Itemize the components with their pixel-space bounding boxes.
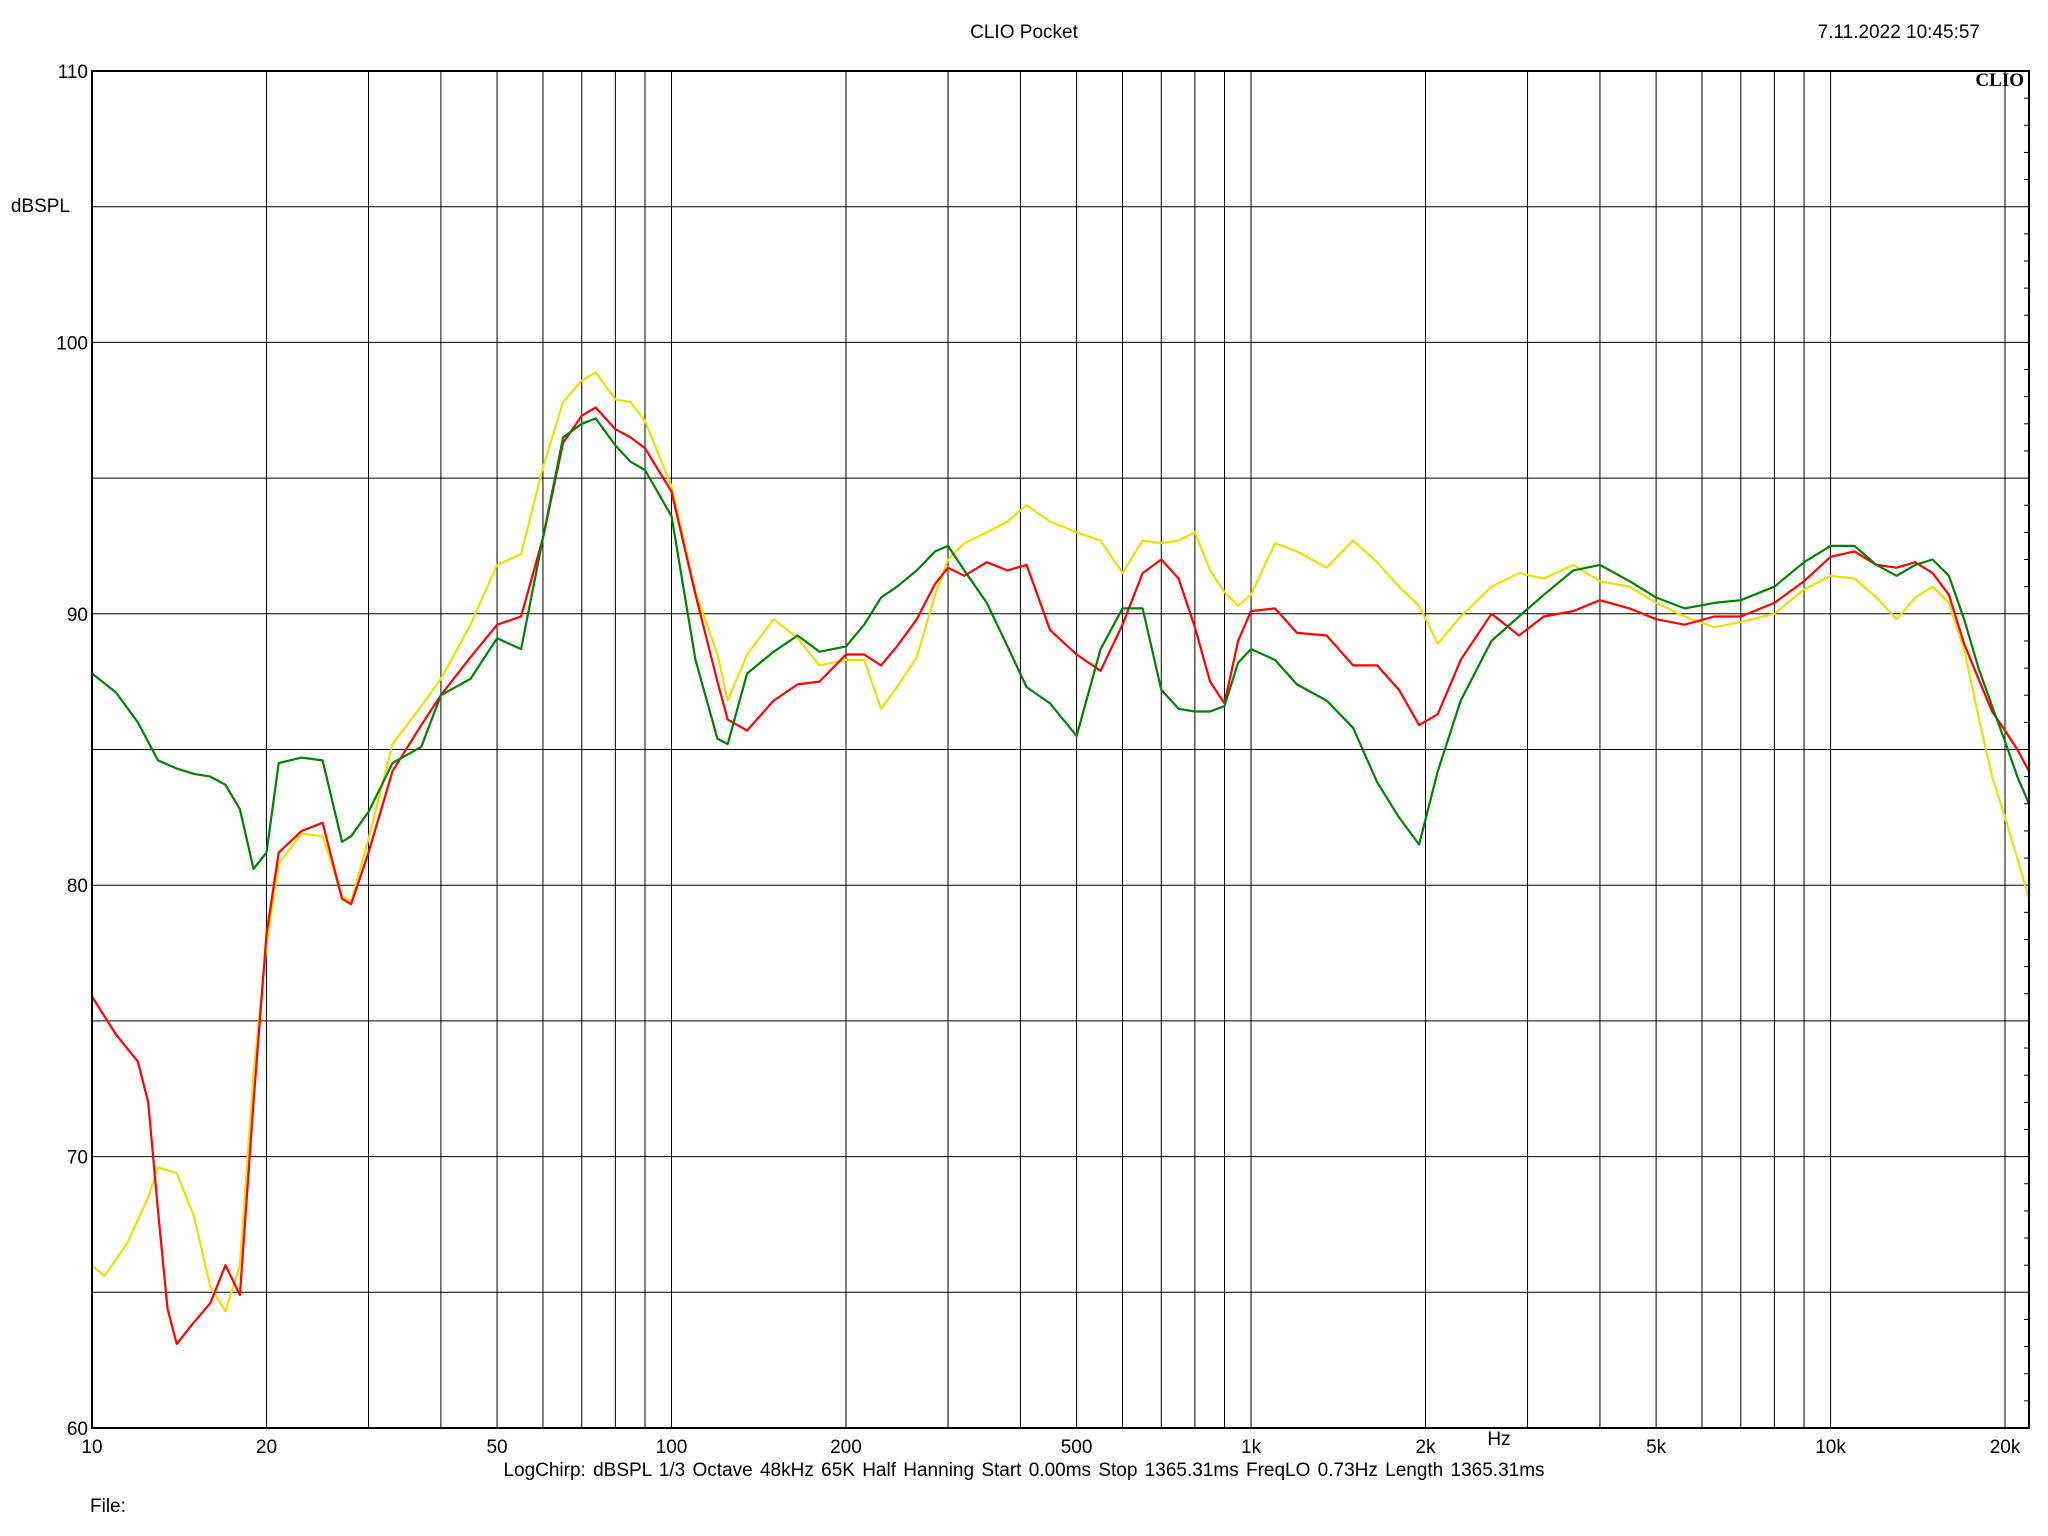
chart-title: CLIO Pocket xyxy=(970,22,1078,43)
y-axis-tick-labels: 60 70 80 90 100 110 xyxy=(56,62,88,1440)
y-tick-label: 70 xyxy=(67,1148,88,1169)
x-axis-label: Hz xyxy=(1487,1429,1510,1450)
x-tick-label: 100 xyxy=(656,1437,688,1458)
x-tick-label: 500 xyxy=(1061,1437,1093,1458)
x-tick-label: 2k xyxy=(1415,1437,1436,1458)
x-tick-label: 200 xyxy=(830,1437,862,1458)
y-tick-label: 90 xyxy=(67,605,88,626)
x-tick-label: 20 xyxy=(256,1437,277,1458)
y-axis-label: dBSPL xyxy=(11,196,70,217)
plot-frame xyxy=(91,70,2030,1429)
grid-lines xyxy=(91,70,2029,1429)
x-tick-label: 5k xyxy=(1646,1437,1667,1458)
series-layer xyxy=(92,371,2029,1346)
y-tick-label: 80 xyxy=(67,876,88,897)
y-tick-label: 100 xyxy=(56,333,88,354)
x-tick-label: 10k xyxy=(1815,1437,1846,1458)
x-tick-label: 10 xyxy=(81,1437,102,1458)
series-line-2 xyxy=(92,406,2029,1346)
y-tick-label: 60 xyxy=(67,1419,88,1440)
y-tick-label: 110 xyxy=(58,62,88,83)
series-line-3 xyxy=(92,417,2029,871)
series-line-1 xyxy=(92,371,2029,1313)
x-axis-tick-labels: 10 20 50 100 200 500 1k 2k 5k 10k 20k xyxy=(81,1437,2020,1458)
measurement-datetime: 7.11.2022 10:45:57 xyxy=(1817,22,1980,43)
clio-brand-logo: CLIO xyxy=(1975,70,2024,91)
x-tick-label: 20k xyxy=(1990,1437,2021,1458)
measurement-settings: LogChirp: dBSPL 1/3 Octave 48kHz 65K Hal… xyxy=(503,1460,1545,1481)
file-label: File: xyxy=(90,1496,126,1517)
x-tick-label: 50 xyxy=(486,1437,507,1458)
x-tick-label: 1k xyxy=(1241,1437,1262,1458)
